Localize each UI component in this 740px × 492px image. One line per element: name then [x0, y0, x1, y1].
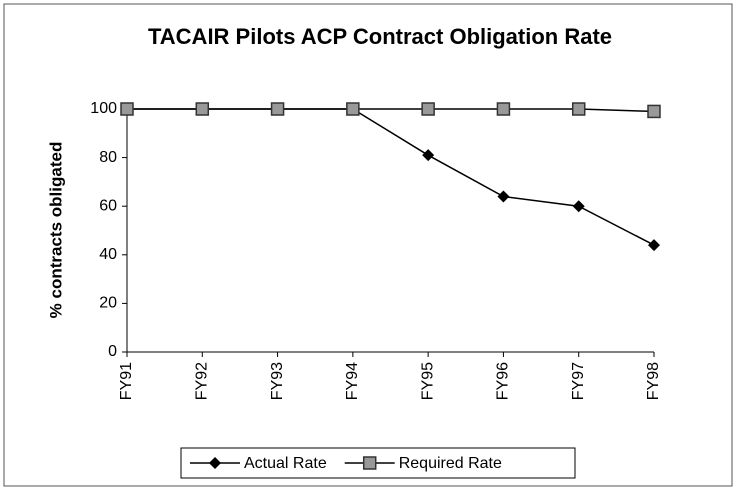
x-tick-label: FY91: [118, 362, 135, 400]
chart-title: TACAIR Pilots ACP Contract Obligation Ra…: [148, 24, 612, 49]
x-tick-label: FY94: [344, 362, 361, 400]
data-point: [648, 239, 660, 252]
data-point: [572, 200, 585, 213]
x-tick-label: FY96: [495, 362, 512, 400]
data-point: [571, 102, 586, 116]
y-tick-label: 40: [99, 246, 117, 263]
data-point: [195, 102, 210, 116]
data-point: [421, 102, 435, 116]
data-point: [422, 149, 435, 162]
y-tick-label: 20: [99, 295, 117, 312]
legend-label: Required Rate: [399, 455, 502, 472]
x-tick-label: FY93: [269, 362, 286, 400]
y-tick-label: 0: [108, 343, 117, 360]
data-point: [270, 102, 285, 116]
legend-marker: [362, 456, 377, 470]
data-point: [647, 104, 661, 119]
x-tick-label: FY98: [645, 362, 662, 400]
y-axis-label: % contracts obligated: [46, 142, 65, 319]
x-tick-label: FY92: [194, 362, 211, 400]
data-point: [496, 102, 511, 116]
legend-marker: [209, 457, 221, 469]
series-line: [127, 108, 655, 113]
x-tick-label: FY97: [570, 362, 587, 400]
data-point: [346, 102, 360, 116]
data-point: [120, 102, 134, 116]
series-line: [127, 108, 655, 246]
x-tick-label: FY95: [419, 362, 436, 400]
y-tick-label: 100: [90, 100, 117, 117]
y-tick-label: 80: [99, 149, 117, 166]
legend-box: [180, 447, 576, 479]
chart-border: [3, 3, 733, 487]
data-point: [497, 190, 510, 203]
y-tick-label: 60: [99, 197, 117, 214]
legend-label: Actual Rate: [244, 455, 327, 472]
